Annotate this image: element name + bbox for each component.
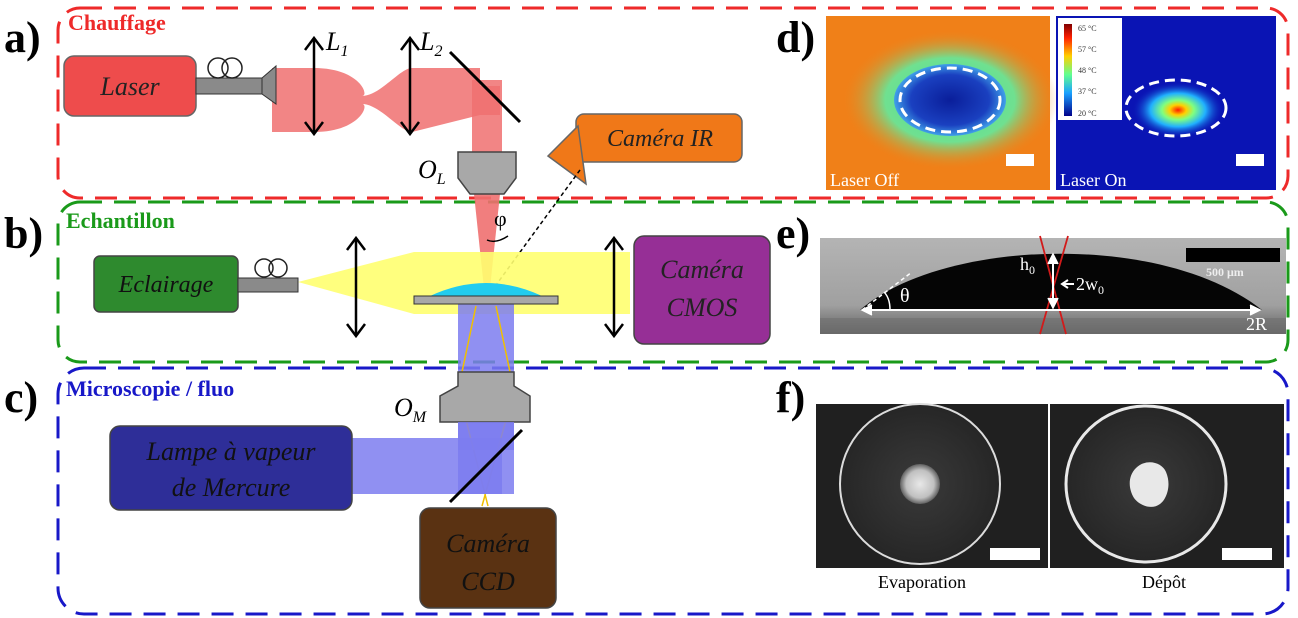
panel-b-frame: [56, 200, 1290, 364]
thermal-image-off: Laser Off: [826, 16, 1058, 190]
lamp-label-2: de Mercure: [172, 473, 291, 502]
camera-cmos-box: [633, 235, 771, 345]
camera-ccd-label-2: CCD: [461, 567, 515, 596]
camera-cmos-label-1: Caméra: [660, 255, 744, 284]
w0-label: 2w0: [1076, 274, 1104, 297]
camera-cmos-label-2: CMOS: [667, 293, 738, 322]
panel-e-letter: e): [776, 209, 810, 258]
mirror: [448, 50, 522, 124]
theta-label: θ: [900, 285, 910, 307]
deposit-evaporation-image: [816, 403, 1048, 568]
colorbar: [1064, 24, 1072, 116]
droplet-profile-image: h0 2w0 2R θ 500 μm: [820, 235, 1286, 335]
lens-l1-label: L1: [325, 27, 348, 60]
laser-label: Laser: [99, 72, 160, 101]
droplet-scale-bar: [1186, 248, 1280, 262]
dichroic-mirror: [448, 428, 524, 504]
eclairage-label: Eclairage: [118, 272, 214, 298]
fiber-loop-icon-4: [268, 258, 288, 278]
colorbar-tick-2: 48 °C: [1078, 66, 1097, 75]
laser-beam-expander: [272, 68, 500, 132]
contact-line-on: [1124, 78, 1228, 138]
fiber-loop-icon-3: [254, 258, 274, 278]
camera-ir-nose: [546, 124, 587, 186]
lens-l2-label: L2: [419, 27, 442, 60]
droplet-silhouette: [860, 253, 1262, 310]
radius-label: 2R: [1246, 314, 1267, 334]
scale-bar-off: [1006, 154, 1034, 166]
colorbar-tick-1: 57 °C: [1078, 45, 1097, 54]
ir-view-line: [487, 169, 581, 297]
panel-b-letter: b): [4, 209, 43, 258]
sample-slide: [413, 295, 559, 305]
panel-c-title: Microscopie / fluo: [66, 376, 234, 401]
objective-om-label: OM: [394, 393, 428, 426]
panel-d-letter: d): [776, 13, 815, 62]
contact-line-off: [898, 66, 1002, 134]
objective-om: [439, 371, 531, 423]
evaporation-caption: Evaporation: [878, 572, 966, 592]
fiber-loop-icon: [207, 57, 229, 79]
fluo-rays: [461, 305, 511, 507]
panel-a-title: Chauffage: [68, 10, 166, 35]
deposit-depot-image: [1050, 404, 1284, 568]
focused-beam: [474, 194, 500, 298]
panel-f-letter: f): [776, 373, 805, 422]
scale-bar-on: [1236, 154, 1264, 166]
camera-ccd-box: [419, 507, 557, 609]
thermal-image-on: 65 °C 57 °C 48 °C 37 °C 20 °C Laser On: [1056, 16, 1276, 190]
objective-ol-label: OL: [418, 155, 446, 188]
fiber-collimator: [261, 64, 277, 105]
camera-ir-label: Caméra IR: [607, 126, 713, 152]
eclairage-fiber: [237, 277, 299, 293]
h0-label: h0: [1020, 254, 1035, 277]
laser-off-label: Laser Off: [830, 170, 899, 190]
panel-c-frame: [56, 366, 1290, 616]
camera-ccd-label-1: Caméra: [446, 529, 530, 558]
colorbar-tick-0: 65 °C: [1078, 24, 1097, 33]
phi-arc: [486, 235, 509, 243]
lamp-box: [109, 425, 353, 511]
tangent-line: [861, 271, 913, 311]
panel-b-title: Echantillon: [66, 208, 175, 233]
panel-a-frame: [56, 6, 1290, 200]
depot-caption: Dépôt: [1142, 572, 1186, 592]
panel-a-letter: a): [4, 13, 41, 62]
laser-on-label: Laser On: [1060, 170, 1126, 190]
phi-label: φ: [494, 206, 507, 231]
lamp-label-1: Lampe à vapeur: [146, 437, 317, 466]
scale-bar-evap: [990, 548, 1040, 560]
laser-fiber: [195, 77, 263, 95]
colorbar-tick-3: 37 °C: [1078, 87, 1097, 96]
panel-c-letter: c): [4, 373, 38, 422]
droplet: [430, 283, 542, 296]
objective-ol: [457, 151, 517, 195]
droplet-scale-label: 500 μm: [1206, 265, 1244, 279]
uv-beam-lower: [458, 422, 514, 494]
fiber-loop-icon-2: [221, 57, 243, 79]
scale-bar-depot: [1222, 548, 1272, 560]
colorbar-tick-4: 20 °C: [1078, 109, 1097, 118]
